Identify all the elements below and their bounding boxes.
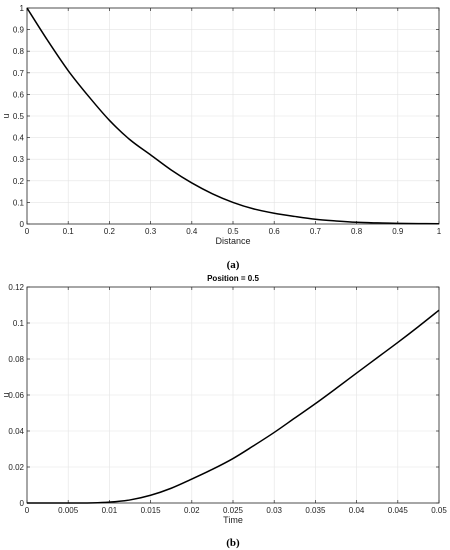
y-tick-label: 0.5 [13,112,25,121]
x-tick-label: 0.3 [145,227,157,236]
x-tick-label: 0.9 [392,227,404,236]
x-tick-label: 0.015 [141,506,162,515]
y-tick-label: 0.02 [8,463,24,472]
y-tick-label: 1 [20,4,25,13]
y-tick-label: 0.4 [13,134,25,143]
subplot-b: Position = 0.5 0 0.005 0.01 0.015 0.02 0.025 0… [1,274,447,549]
x-tick-label: 0 [25,506,30,515]
x-ticks-b: 0 0.005 0.01 0.015 0.02 0.025 0.03 0.035 0.04 0.0… [25,287,447,515]
y-ticks-b: 0 0.02 0.04 0.06 0.08 0.1 0.12 [8,283,439,508]
subplot-a: 0 0.1 0.2 0.3 0.4 0.5 0.6 0.7 0.8 0.9 1 0 0.1 0.2 0.3… [1,4,442,271]
series-a [26,7,440,225]
series-b [26,309,440,504]
subplot-title-b: Position = 0.5 [207,274,259,283]
x-tick-label: 0.6 [269,227,281,236]
x-tick-label: 0.045 [388,506,409,515]
y-tick-label: 0 [20,499,25,508]
x-tick-label: 0.035 [305,506,326,515]
x-tick-label: 0.005 [58,506,79,515]
x-tick-label: 0.025 [223,506,244,515]
series-line [26,7,440,225]
y-tick-label: 0 [20,220,25,229]
caption-a: (a) [227,259,240,271]
x-tick-label: 0.4 [186,227,198,236]
x-tick-label: 0.5 [227,227,239,236]
y-tick-label: 0.08 [8,355,24,364]
x-tick-label: 0 [25,227,30,236]
series-line [26,309,440,504]
y-tick-label: 0.8 [13,47,25,56]
y-tick-label: 0.06 [8,391,24,400]
y-tick-label: 0.12 [8,283,24,292]
y-tick-label: 0.7 [13,69,25,78]
x-tick-label: 0.2 [104,227,116,236]
y-tick-label: 0.2 [13,177,25,186]
x-tick-label: 0.04 [349,506,365,515]
x-axis-label-b: Time [223,515,243,525]
y-tick-label: 0.9 [13,26,25,35]
x-tick-label: 0.01 [102,506,118,515]
y-tick-label: 0.1 [13,198,25,207]
y-tick-label: 0.6 [13,90,25,99]
x-tick-label: 0.7 [310,227,322,236]
x-ticks-a: 0 0.1 0.2 0.3 0.4 0.5 0.6 0.7 0.8 0.9 1 [25,8,442,236]
y-ticks-a: 0 0.1 0.2 0.3 0.4 0.5 0.6 0.7 0.8 0.9 1 [13,4,439,229]
x-tick-label: 0.1 [63,227,75,236]
x-tick-label: 0.03 [266,506,282,515]
x-tick-label: 0.02 [184,506,200,515]
caption-b: (b) [226,537,240,549]
x-axis-label-a: Distance [215,236,250,246]
y-axis-label-b: u [1,392,11,397]
x-tick-label: 0.8 [351,227,363,236]
y-tick-label: 0.3 [13,155,25,164]
x-tick-label: 0.05 [431,506,447,515]
y-tick-label: 0.04 [8,427,24,436]
x-tick-label: 1 [437,227,442,236]
y-tick-label: 0.1 [13,319,25,328]
y-axis-label-a: u [1,113,11,118]
